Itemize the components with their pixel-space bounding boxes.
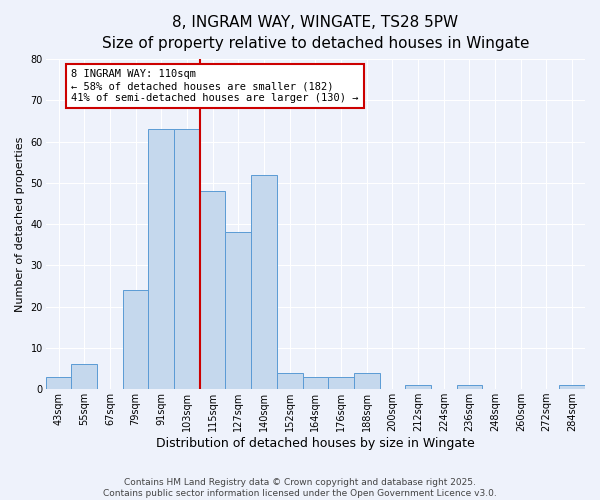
Bar	[277, 372, 302, 389]
X-axis label: Distribution of detached houses by size in Wingate: Distribution of detached houses by size …	[156, 437, 475, 450]
Bar	[71, 364, 97, 389]
Text: 8 INGRAM WAY: 110sqm
← 58% of detached houses are smaller (182)
41% of semi-deta: 8 INGRAM WAY: 110sqm ← 58% of detached h…	[71, 70, 359, 102]
Text: Contains HM Land Registry data © Crown copyright and database right 2025.
Contai: Contains HM Land Registry data © Crown c…	[103, 478, 497, 498]
Title: 8, INGRAM WAY, WINGATE, TS28 5PW
Size of property relative to detached houses in: 8, INGRAM WAY, WINGATE, TS28 5PW Size of…	[101, 15, 529, 51]
Bar	[559, 385, 585, 389]
Bar	[302, 377, 328, 389]
Bar	[174, 129, 200, 389]
Bar	[226, 232, 251, 389]
Bar	[148, 129, 174, 389]
Bar	[46, 377, 71, 389]
Bar	[328, 377, 354, 389]
Bar	[457, 385, 482, 389]
Bar	[354, 372, 380, 389]
Y-axis label: Number of detached properties: Number of detached properties	[15, 136, 25, 312]
Bar	[405, 385, 431, 389]
Bar	[123, 290, 148, 389]
Bar	[200, 191, 226, 389]
Bar	[251, 174, 277, 389]
